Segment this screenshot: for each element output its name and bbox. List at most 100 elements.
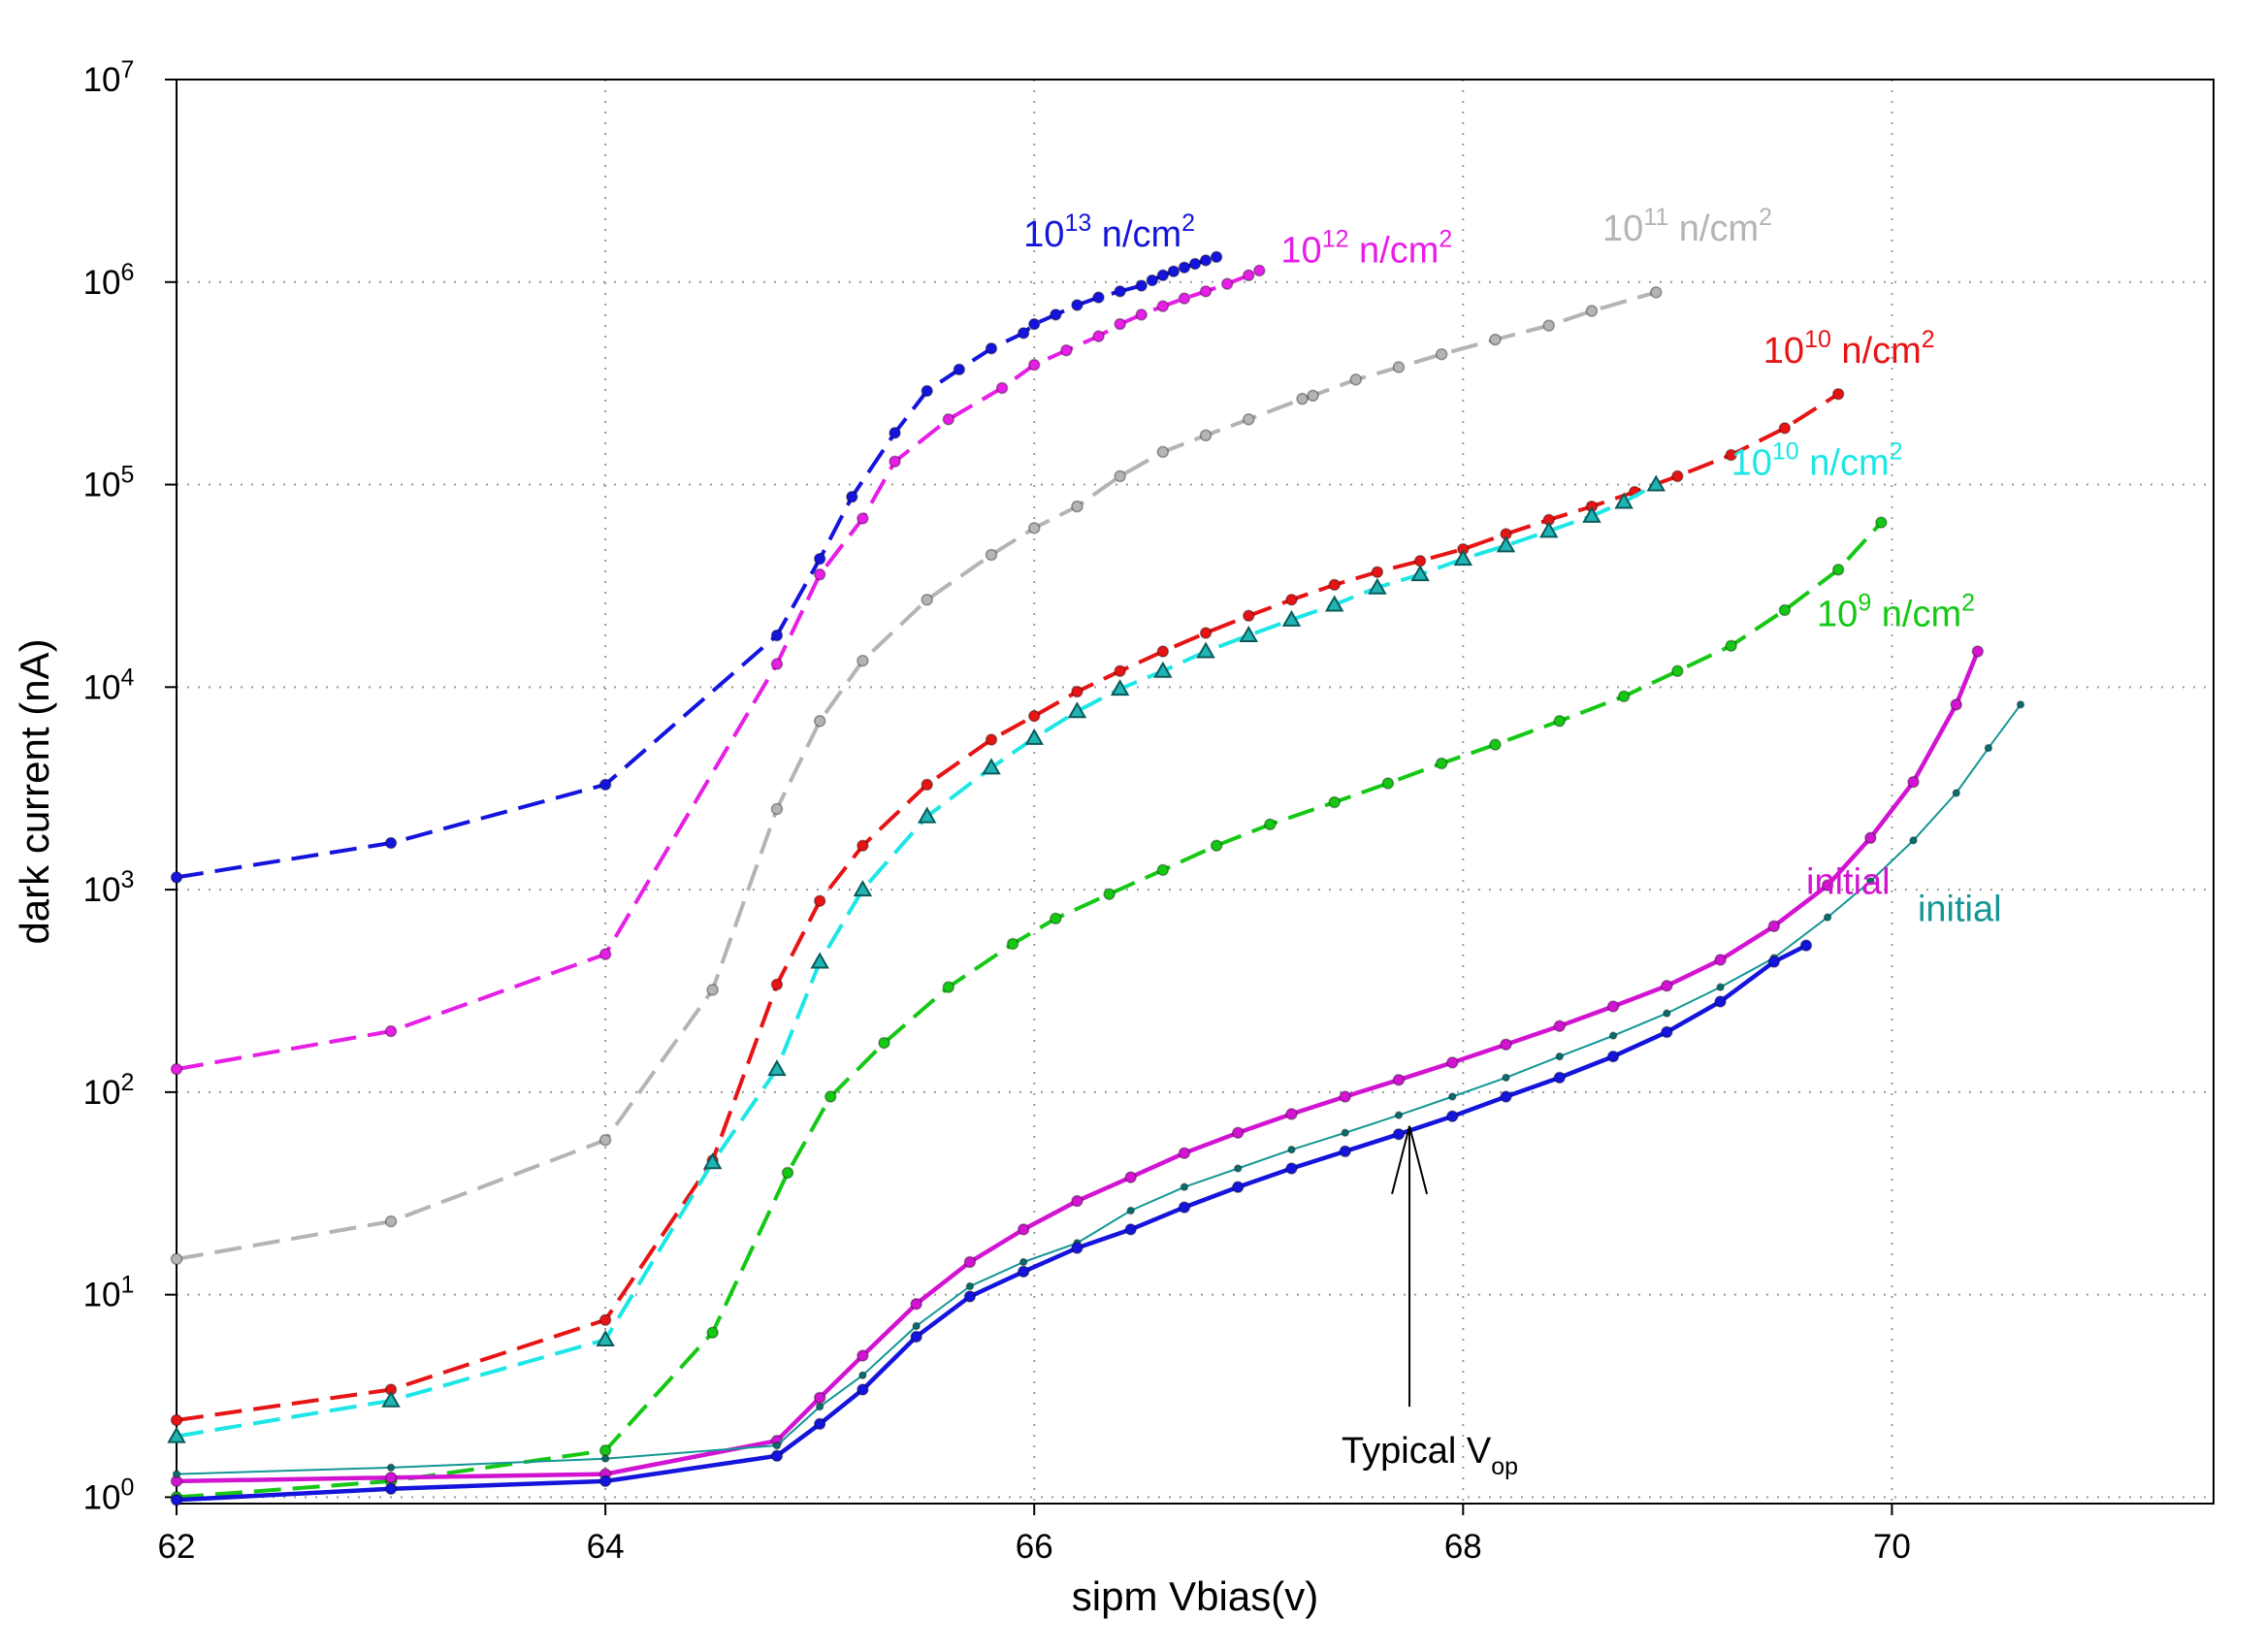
data-point <box>1167 265 1181 277</box>
data-point <box>172 1470 181 1478</box>
data-point <box>1196 641 1215 659</box>
data-point <box>857 512 869 525</box>
data-point <box>1555 1052 1565 1061</box>
data-point <box>1027 358 1041 372</box>
data-point <box>1027 317 1041 331</box>
grid <box>177 80 2214 1504</box>
data-point <box>1050 912 1062 925</box>
series-label: 1012 n/cm2 <box>1280 226 1452 272</box>
data-point <box>1092 291 1105 304</box>
data-point <box>1114 317 1126 331</box>
data-point <box>381 1390 401 1408</box>
data-point <box>1831 387 1845 401</box>
data-point <box>384 1024 398 1038</box>
data-point <box>1392 361 1406 373</box>
data-point <box>1453 549 1473 567</box>
x-axis: 62 64 66 68 70 <box>158 1504 1911 1566</box>
data-point <box>167 1426 186 1443</box>
series-label: 1010 n/cm2 <box>1763 326 1935 372</box>
y-tick-label: 105 <box>83 462 135 504</box>
x-tick-label: 68 <box>1444 1528 1482 1566</box>
series-label: 1010 n/cm2 <box>1731 437 1903 483</box>
data-point <box>1243 609 1255 623</box>
data-point <box>1646 474 1666 492</box>
data-point <box>889 455 901 469</box>
data-point <box>170 871 183 884</box>
data-point <box>1661 1025 1673 1039</box>
data-point <box>1410 565 1430 582</box>
typical-vop-annotation: Typical Vop <box>1342 1125 1518 1480</box>
data-point <box>702 1152 723 1170</box>
series-5 <box>170 516 1888 1504</box>
y-tick-label: 100 <box>83 1474 135 1516</box>
data-point <box>1617 690 1631 703</box>
data-point <box>995 381 1009 395</box>
data-point <box>1156 863 1170 877</box>
y-axis-label: dark current (nA) <box>12 638 57 944</box>
data-point <box>910 1330 922 1344</box>
series-line <box>176 290 1657 1261</box>
data-point <box>1285 1108 1298 1120</box>
data-point <box>1156 445 1170 459</box>
data-point <box>170 1413 183 1427</box>
data-point <box>1092 330 1105 342</box>
data-point <box>598 948 612 960</box>
series-1 <box>170 264 1266 1076</box>
data-point <box>912 1321 921 1331</box>
data-point <box>1909 836 1918 845</box>
data-point <box>1866 877 1875 886</box>
x-tick-label: 62 <box>158 1528 196 1566</box>
data-point <box>1341 1128 1349 1138</box>
series-6 <box>170 645 1985 1488</box>
data-point <box>1017 1265 1030 1279</box>
plot-frame <box>176 79 2215 1505</box>
data-point <box>1114 664 1126 678</box>
data-point <box>1017 1223 1030 1236</box>
series-line <box>176 254 1217 880</box>
y-tick-label: 106 <box>83 259 135 302</box>
data-point <box>1831 564 1845 576</box>
data-point <box>1071 685 1083 698</box>
data-point <box>596 1329 615 1346</box>
data-point <box>963 1255 977 1269</box>
data-point <box>1435 757 1448 770</box>
series-line <box>176 521 1883 1500</box>
series-4 <box>167 474 1666 1443</box>
data-point <box>857 839 869 852</box>
annotations: Typical Vop <box>1342 1125 1518 1480</box>
data-point <box>1448 1092 1457 1101</box>
data-point <box>600 1454 610 1463</box>
series-line <box>176 482 1658 1439</box>
data-point <box>1349 373 1363 386</box>
data-point <box>1778 603 1792 617</box>
data-point <box>170 1062 183 1076</box>
data-point <box>1231 1126 1245 1140</box>
data-point <box>1156 269 1170 282</box>
data-point <box>1339 1090 1351 1103</box>
data-point <box>1823 913 1832 922</box>
data-point <box>1767 956 1781 968</box>
data-point <box>985 733 998 746</box>
arrow-head <box>1391 1125 1429 1195</box>
series-2 <box>170 286 1663 1266</box>
data-point <box>1725 448 1737 462</box>
data-point <box>770 978 784 991</box>
data-point <box>813 715 826 728</box>
data-point <box>1296 392 1309 405</box>
data-point <box>1071 500 1083 513</box>
data-point <box>1027 709 1041 723</box>
data-point <box>824 1090 837 1103</box>
data-point <box>1307 389 1319 403</box>
data-point <box>1661 980 1673 992</box>
data-point <box>985 548 998 562</box>
data-point <box>1582 505 1601 523</box>
data-point <box>1328 795 1341 809</box>
data-point <box>1110 679 1130 696</box>
series-label: initial <box>1918 889 2002 929</box>
data-point <box>1153 661 1173 678</box>
data-point <box>1799 939 1813 952</box>
data-point <box>1381 777 1395 790</box>
data-point <box>598 778 612 792</box>
data-point <box>1067 701 1087 719</box>
data-point <box>1539 521 1559 538</box>
